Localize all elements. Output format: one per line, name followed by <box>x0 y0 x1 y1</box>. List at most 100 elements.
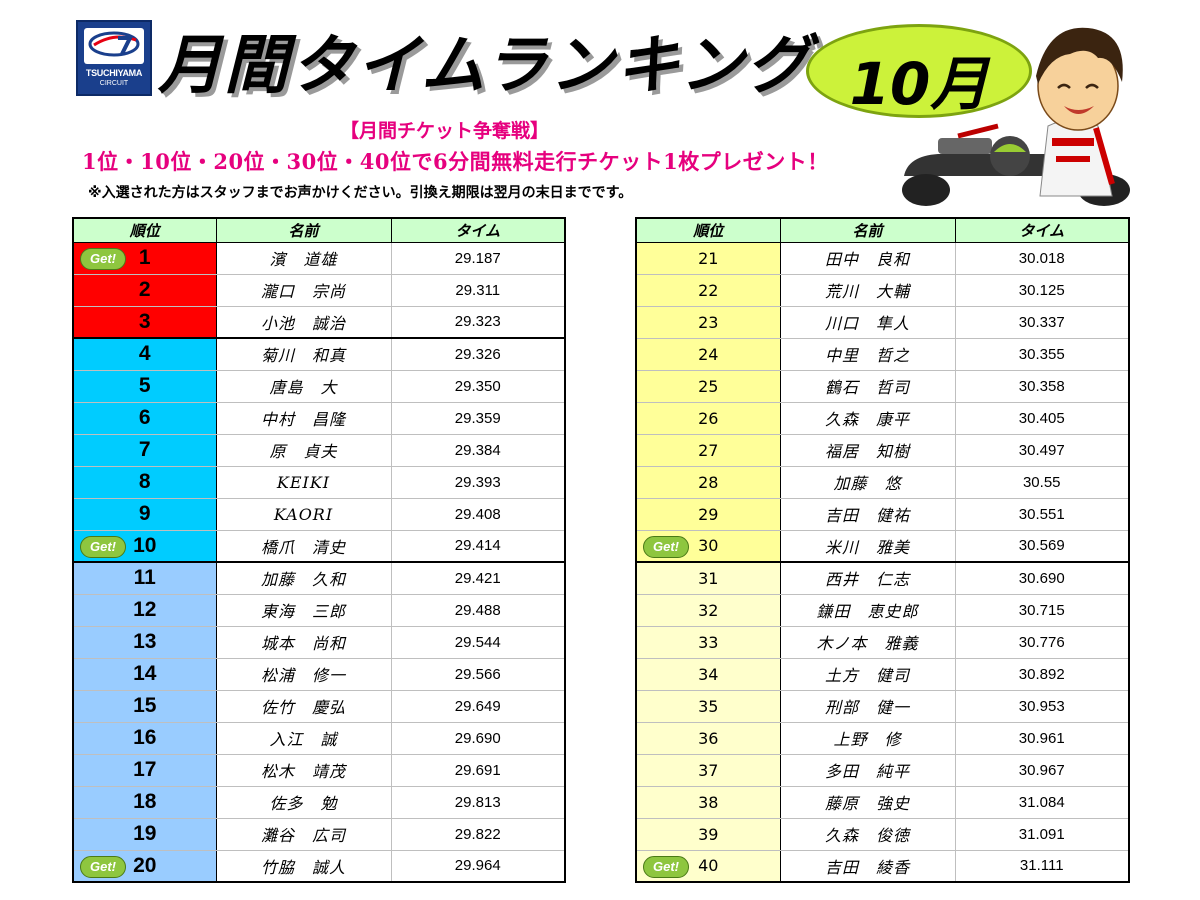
rank-number: 39 <box>698 824 719 844</box>
rank-number: 27 <box>698 440 719 460</box>
get-badge-icon: Get! <box>643 535 689 558</box>
rank-cell: 11 <box>73 561 217 595</box>
lap-time: 31.111 <box>955 849 1129 883</box>
rank-number: 34 <box>698 664 719 684</box>
get-badge-icon: Get! <box>80 247 126 270</box>
lap-time: 29.414 <box>391 529 565 563</box>
campaign-title: 【月間チケット争奪戦】 <box>340 120 550 142</box>
rank-cell: 6 <box>73 401 217 435</box>
lap-time: 31.084 <box>955 785 1129 819</box>
kart-driver-mascot-icon <box>902 27 1130 206</box>
get-badge-icon: Get! <box>80 855 126 878</box>
rank-cell: 27 <box>636 433 781 467</box>
rank-number: 3 <box>138 309 151 333</box>
rank-number: 20 <box>133 853 157 877</box>
driver-name: 佐竹 慶弘 <box>216 689 392 723</box>
driver-name: 多田 純平 <box>780 753 956 787</box>
driver-name: 藤原 強史 <box>780 785 956 819</box>
table-row: 19 灘谷 広司 29.822 <box>73 817 565 851</box>
rank-number: 7 <box>138 438 151 461</box>
rank-number: 16 <box>133 726 157 749</box>
table-row: 6 中村 昌隆 29.359 <box>73 401 565 435</box>
driver-name: 東海 三郎 <box>216 593 392 627</box>
lap-time: 30.405 <box>955 401 1129 435</box>
table-row: 5 唐島 大 29.350 <box>73 369 565 403</box>
driver-name: 鎌田 恵史郎 <box>780 593 956 627</box>
lap-time: 29.813 <box>391 785 565 819</box>
table-row: 36 上野 修 30.961 <box>636 721 1129 755</box>
rank-cell: 16 <box>73 721 217 755</box>
lap-time: 29.566 <box>391 657 565 691</box>
table-row: 26 久森 康平 30.405 <box>636 401 1129 435</box>
table-row: 28 加藤 悠 30.55 <box>636 465 1129 499</box>
table-row: 39 久森 俊徳 31.091 <box>636 817 1129 851</box>
driver-name: 瀧口 宗尚 <box>216 273 392 307</box>
lap-time: 29.421 <box>391 561 565 595</box>
table-row: Get! 10 橋爪 清史 29.414 <box>73 529 565 563</box>
driver-name: 小池 誠治 <box>216 305 392 339</box>
rank-cell: 39 <box>636 817 781 851</box>
rank-cell: 29 <box>636 497 781 531</box>
driver-name: 久森 康平 <box>780 401 956 435</box>
rank-number: 13 <box>133 630 157 653</box>
rank-number: 18 <box>133 790 157 813</box>
table-row: 37 多田 純平 30.967 <box>636 753 1129 787</box>
rank-cell: Get! 20 <box>73 849 217 883</box>
column-header-rank: 順位 <box>635 217 781 243</box>
lap-time: 29.350 <box>391 369 565 403</box>
column-header-time: タイム <box>390 217 566 243</box>
rank-number: 19 <box>133 822 157 845</box>
driver-name: KEIKI <box>216 465 392 499</box>
driver-name: 橋爪 清史 <box>216 529 392 563</box>
rank-cell: 4 <box>73 337 217 371</box>
lap-time: 30.961 <box>955 721 1129 755</box>
rank-number: 15 <box>133 694 157 717</box>
driver-name: 久森 俊徳 <box>780 817 956 851</box>
logo-text-main: TSUCHIYAMA <box>85 68 143 78</box>
lap-time: 29.691 <box>391 753 565 787</box>
driver-name: 川口 隼人 <box>780 305 956 339</box>
driver-name: 上野 修 <box>780 721 956 755</box>
table-row: 32 鎌田 恵史郎 30.715 <box>636 593 1129 627</box>
lap-time: 30.337 <box>955 305 1129 339</box>
lap-time: 29.311 <box>391 273 565 307</box>
rank-number: 26 <box>698 408 719 428</box>
table-row: 31 西井 仁志 30.690 <box>636 561 1129 595</box>
driver-name: 中村 昌隆 <box>216 401 392 435</box>
rank-number: 4 <box>138 342 151 366</box>
lap-time: 29.359 <box>391 401 565 435</box>
rank-number: 12 <box>133 598 157 621</box>
lap-time: 30.967 <box>955 753 1129 787</box>
driver-name: 福居 知樹 <box>780 433 956 467</box>
rank-cell: Get! 10 <box>73 529 217 563</box>
rank-cell: 18 <box>73 785 217 819</box>
rank-number: 17 <box>133 758 157 781</box>
driver-name: 原 貞夫 <box>216 433 392 467</box>
table-row: 8 KEIKI 29.393 <box>73 465 565 499</box>
table-row: Get! 1 濱 道雄 29.187 <box>73 241 565 275</box>
table-row: Get! 20 竹脇 誠人 29.964 <box>73 849 565 883</box>
month-bubble: 10月 <box>806 24 1032 118</box>
lap-time: 30.125 <box>955 273 1129 307</box>
rank-cell: Get! 40 <box>636 849 781 883</box>
g7-logo-icon <box>84 28 144 64</box>
table-row: Get! 30 米川 雅美 30.569 <box>636 529 1129 563</box>
rank-number: 14 <box>133 662 157 685</box>
driver-name: 入江 誠 <box>216 721 392 755</box>
table-row: Get! 40 吉田 綾香 31.111 <box>636 849 1129 883</box>
rank-number: 10 <box>133 533 157 557</box>
driver-name: 松浦 修一 <box>216 657 392 691</box>
table-row: 21 田中 良和 30.018 <box>636 241 1129 275</box>
table-row: 12 東海 三郎 29.488 <box>73 593 565 627</box>
table-row: 35 刑部 健一 30.953 <box>636 689 1129 723</box>
rank-cell: Get! 1 <box>73 241 217 275</box>
driver-name: 吉田 綾香 <box>780 849 956 883</box>
rank-cell: 34 <box>636 657 781 691</box>
get-badge-icon: Get! <box>643 855 689 878</box>
rank-cell: 23 <box>636 305 781 339</box>
lap-time: 29.326 <box>391 337 565 371</box>
lap-time: 30.551 <box>955 497 1129 531</box>
driver-name: 土方 健司 <box>780 657 956 691</box>
rank-cell: 31 <box>636 561 781 595</box>
table-row: 17 松木 靖茂 29.691 <box>73 753 565 787</box>
